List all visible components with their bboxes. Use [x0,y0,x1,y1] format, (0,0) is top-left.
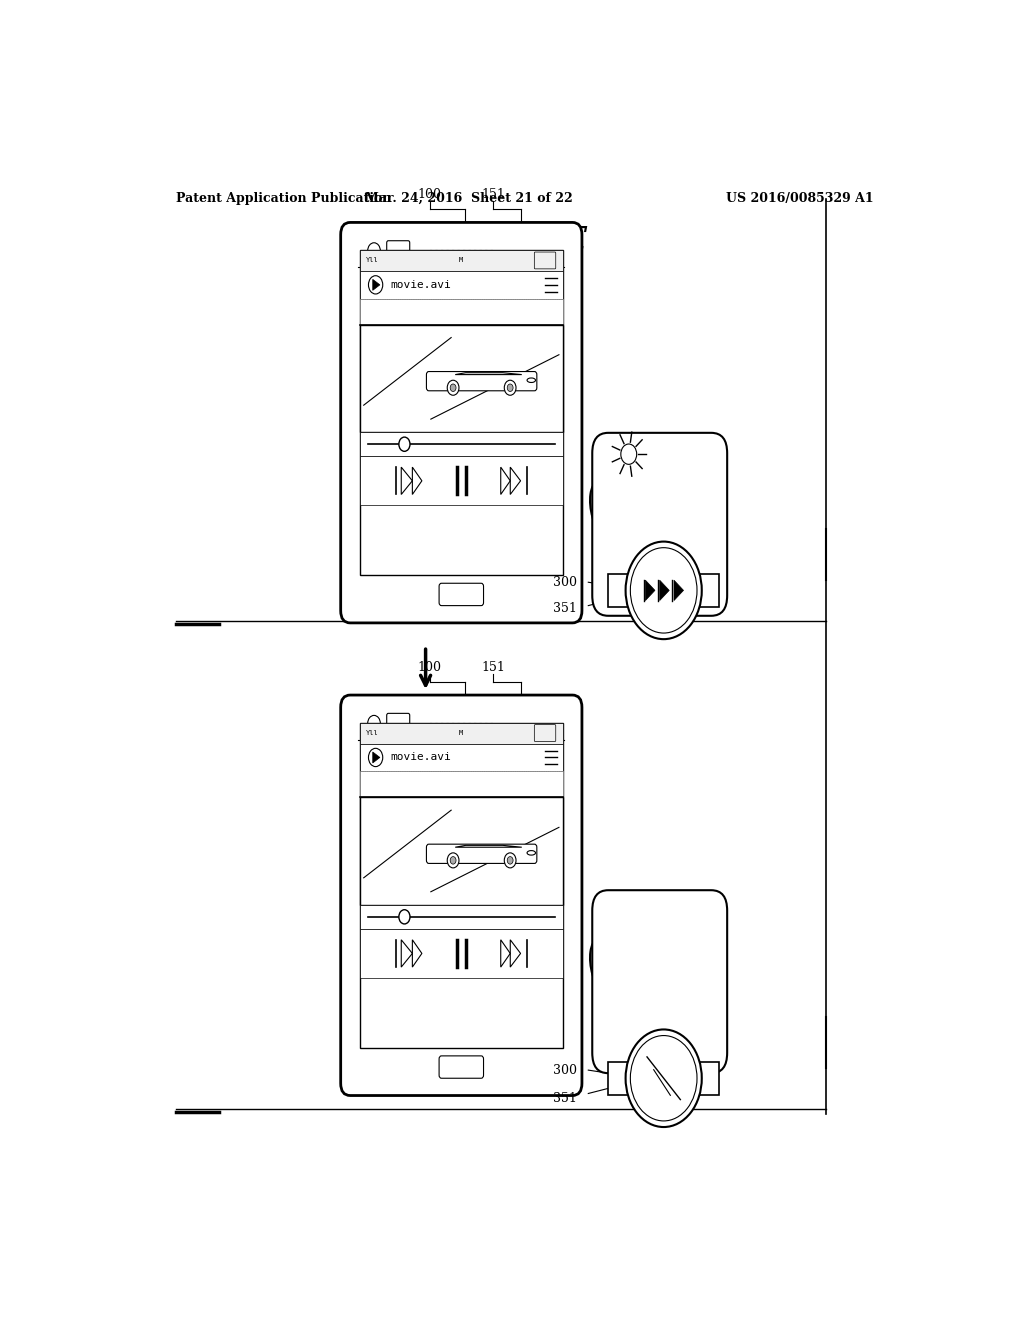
Polygon shape [456,372,522,375]
Text: 351: 351 [553,602,577,615]
Bar [359,722,563,1048]
Text: M: M [459,257,464,264]
Circle shape [507,857,513,865]
Circle shape [451,384,456,392]
Polygon shape [645,581,655,601]
Bar [359,298,563,325]
Polygon shape [373,280,380,290]
Text: 100: 100 [418,661,441,673]
Circle shape [447,380,459,395]
FancyBboxPatch shape [592,890,727,1073]
Circle shape [451,857,456,865]
Bar [608,574,634,607]
Circle shape [676,907,716,958]
Ellipse shape [527,378,536,383]
Text: M: M [459,730,464,737]
Circle shape [628,907,668,958]
Ellipse shape [590,937,623,999]
Text: 100: 100 [418,187,441,201]
Text: Patent Application Publication: Patent Application Publication [176,191,391,205]
Bar [359,929,563,978]
Text: 300: 300 [553,576,577,589]
Bar [359,249,563,271]
Bar [694,1063,719,1094]
Text: 351: 351 [553,1092,577,1105]
Circle shape [652,907,691,958]
Bar [359,743,563,771]
Text: movie.avi: movie.avi [390,752,451,763]
FancyBboxPatch shape [426,371,537,391]
Polygon shape [674,581,684,601]
FancyBboxPatch shape [426,845,537,863]
Text: 151: 151 [481,187,505,201]
Bar [359,432,563,457]
Bar [359,249,563,576]
Text: 300: 300 [553,1064,577,1077]
Circle shape [399,909,410,924]
Bar [359,904,563,929]
Circle shape [447,853,459,867]
Circle shape [631,548,697,634]
Text: Yll: Yll [367,730,379,737]
Ellipse shape [527,850,536,855]
Polygon shape [659,581,670,601]
Circle shape [504,853,516,867]
Circle shape [628,450,668,500]
Bar [359,457,563,506]
Text: FIG.  10E: FIG. 10E [414,224,588,259]
Text: Mar. 24, 2016  Sheet 21 of 22: Mar. 24, 2016 Sheet 21 of 22 [366,191,573,205]
Circle shape [399,437,410,451]
Bar [359,797,563,904]
Circle shape [652,450,691,500]
Bar [359,771,563,797]
Bar [359,271,563,298]
Circle shape [507,384,513,392]
Text: movie.avi: movie.avi [390,280,451,290]
Polygon shape [456,845,522,847]
Bar [359,325,563,432]
Bar [608,1063,634,1094]
Circle shape [621,444,637,465]
Text: US 2016/0085329 A1: US 2016/0085329 A1 [726,191,873,205]
Circle shape [604,450,644,500]
Circle shape [626,1030,701,1127]
FancyBboxPatch shape [592,433,727,615]
Text: Yll: Yll [367,257,379,264]
Ellipse shape [590,480,623,541]
FancyBboxPatch shape [341,223,582,623]
Bar [694,574,719,607]
Polygon shape [373,752,380,763]
Bar [359,722,563,743]
Circle shape [676,450,716,500]
Circle shape [631,1036,697,1121]
Circle shape [626,541,701,639]
Text: 151: 151 [481,661,505,673]
Circle shape [504,380,516,395]
FancyBboxPatch shape [341,696,582,1096]
Circle shape [604,907,644,958]
